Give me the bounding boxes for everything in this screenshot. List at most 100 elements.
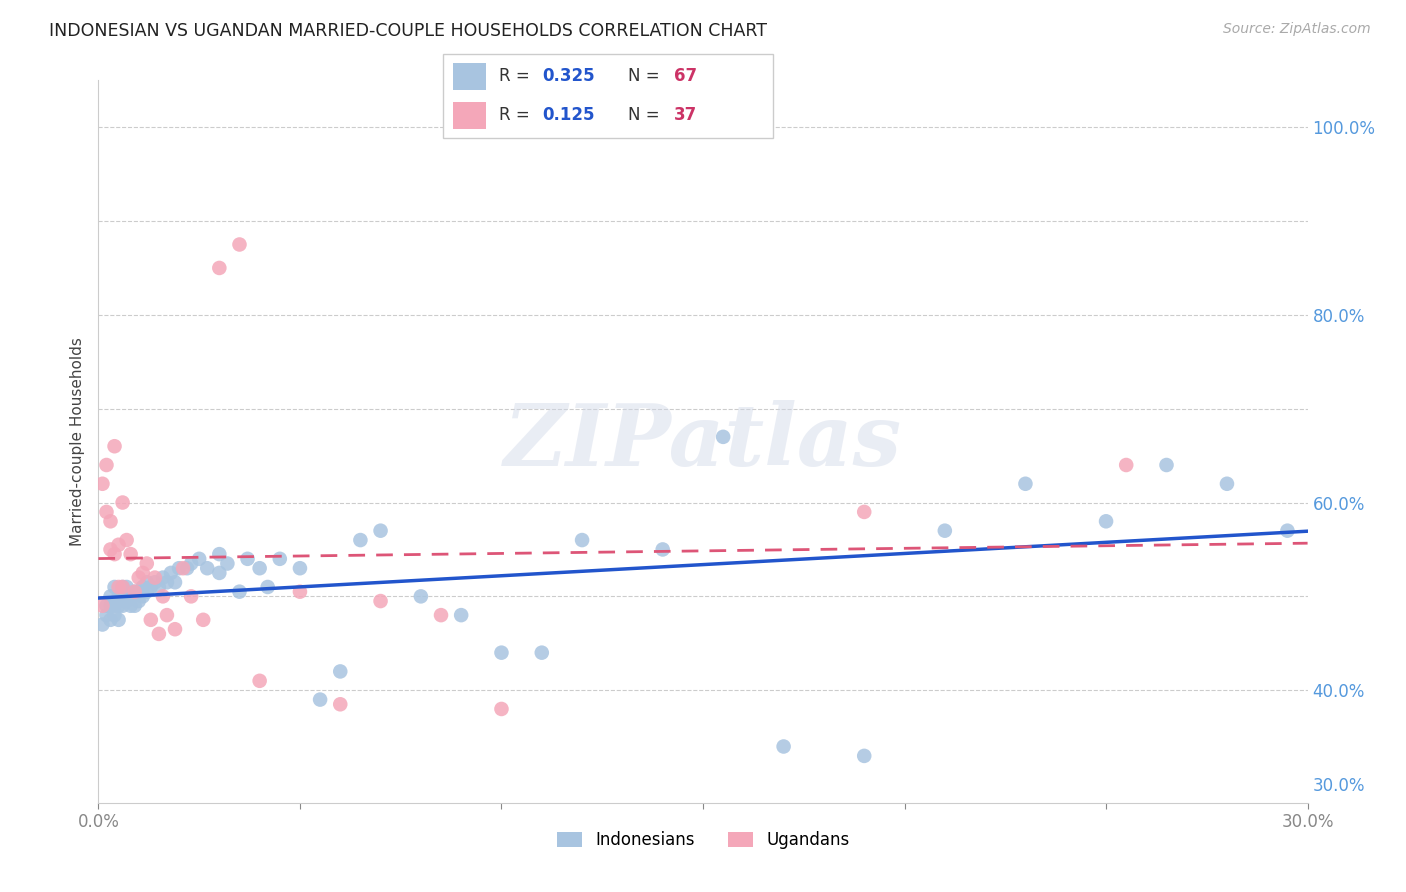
Text: Source: ZipAtlas.com: Source: ZipAtlas.com [1223,22,1371,37]
Text: 0.125: 0.125 [543,106,595,124]
Point [143,571,166,585]
Text: 0.325: 0.325 [543,68,595,86]
Text: 37: 37 [675,106,697,124]
Point [100,613,122,627]
Point [103,439,125,453]
Point [148,627,170,641]
Text: 67: 67 [675,68,697,86]
Point [100,590,122,604]
Point [128,594,150,608]
Point [172,561,194,575]
Point [103,580,125,594]
Point [100,514,122,528]
Point [269,551,291,566]
Point [249,673,271,688]
Point [96,608,118,623]
Point [107,538,129,552]
Point [571,533,593,547]
Text: N =: N = [628,106,665,124]
Point [132,580,155,594]
Point [160,566,183,580]
Point [111,580,134,594]
Point [120,599,142,613]
Point [111,580,134,594]
Point [370,594,392,608]
Point [163,575,186,590]
Text: N =: N = [628,68,665,86]
FancyBboxPatch shape [443,54,773,138]
Point [135,557,157,571]
Point [115,594,138,608]
Point [430,608,453,623]
Point [934,524,956,538]
Point [329,665,352,679]
Point [115,533,138,547]
Point [96,458,118,472]
Point [288,584,311,599]
Text: R =: R = [499,68,536,86]
Point [100,542,122,557]
Point [772,739,794,754]
Point [217,557,239,571]
Point [1216,476,1239,491]
Point [120,590,142,604]
Point [711,430,734,444]
Point [135,575,157,590]
Point [180,590,202,604]
Point [1115,458,1137,472]
Point [111,590,134,604]
Point [1156,458,1178,472]
Point [195,561,218,575]
Point [188,551,211,566]
Point [103,599,125,613]
Point [349,533,371,547]
Point [156,575,179,590]
Point [180,557,202,571]
Point [228,584,250,599]
Point [91,476,114,491]
Point [651,542,673,557]
Point [167,561,190,575]
Point [103,547,125,561]
Point [132,590,155,604]
Bar [453,62,486,90]
Point [1095,514,1118,528]
Point [193,613,215,627]
Point [115,580,138,594]
Point [853,505,876,519]
Point [208,260,231,275]
Point [208,547,231,561]
Point [143,575,166,590]
Point [491,702,513,716]
Point [1014,476,1036,491]
Point [152,571,174,585]
Point [329,698,352,712]
Point [853,748,876,763]
Point [132,566,155,580]
Y-axis label: Married-couple Households: Married-couple Households [69,337,84,546]
Point [91,599,114,613]
Point [128,584,150,599]
Point [176,561,198,575]
Point [309,692,332,706]
Point [148,580,170,594]
Point [1277,524,1299,538]
Point [100,599,122,613]
Point [107,590,129,604]
Point [96,505,118,519]
Point [103,608,125,623]
Point [156,608,179,623]
Point [163,622,186,636]
Point [236,551,259,566]
Point [208,566,231,580]
Text: R =: R = [499,106,536,124]
Point [409,590,432,604]
Text: ZIPatlas: ZIPatlas [503,400,903,483]
Point [111,599,134,613]
Point [256,580,278,594]
Point [124,584,146,599]
Point [111,495,134,509]
Point [530,646,553,660]
Legend: Indonesians, Ugandans: Indonesians, Ugandans [550,824,856,856]
Point [124,599,146,613]
